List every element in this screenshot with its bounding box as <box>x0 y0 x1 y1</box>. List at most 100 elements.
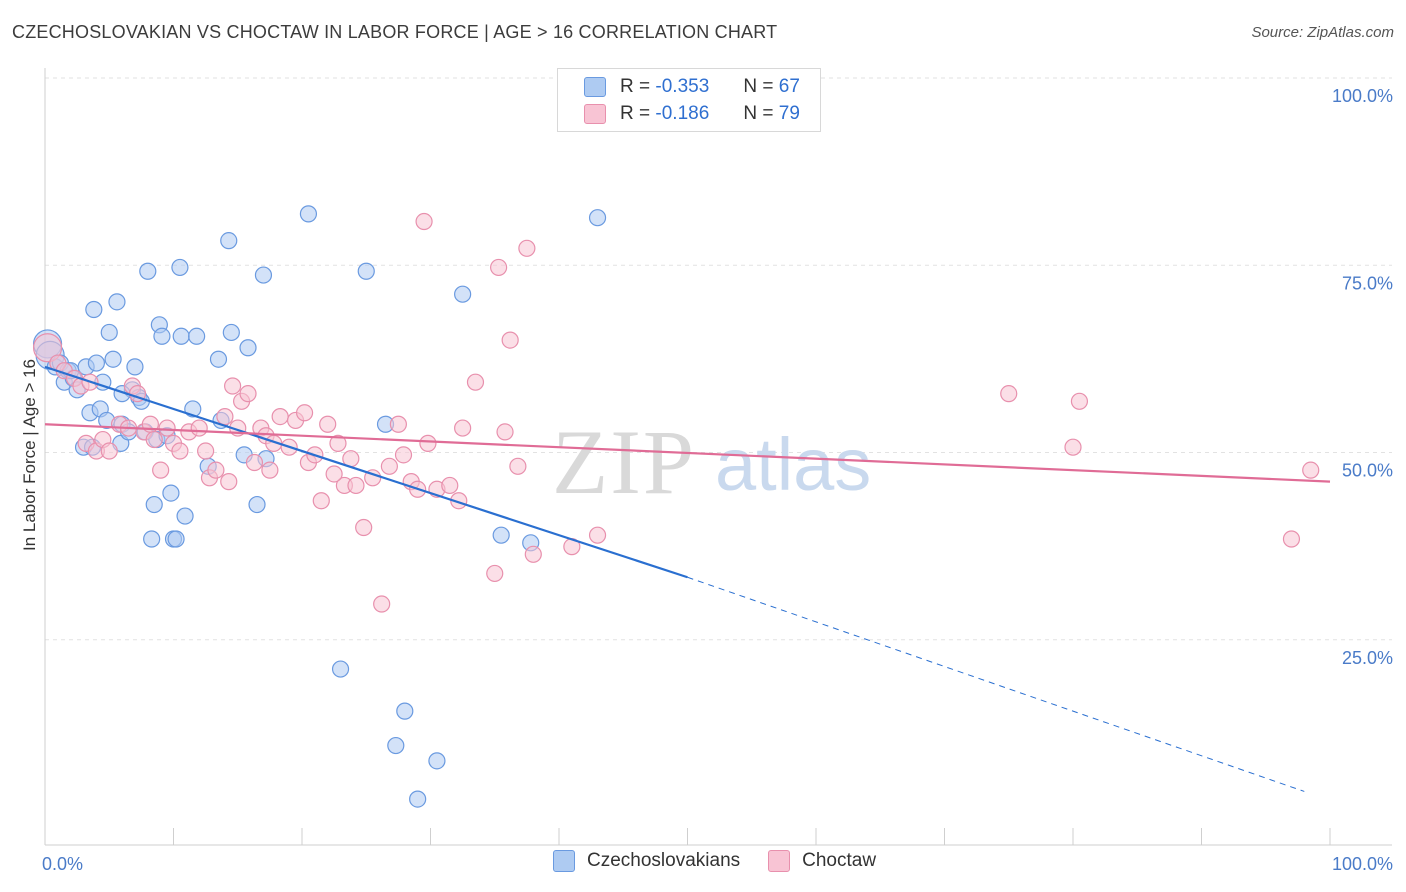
choctaw-point <box>32 333 63 363</box>
y-tick-label: 25.0% <box>1342 648 1393 668</box>
choctaw-point <box>271 408 289 426</box>
legend-r-value: -0.186 <box>655 103 710 124</box>
choctaw-point <box>466 373 485 391</box>
choctaw-point <box>415 212 433 231</box>
czechoslovakian-point <box>100 323 118 342</box>
legend-label: Choctaw <box>802 850 877 871</box>
czechoslovakian-point <box>139 262 157 280</box>
legend-swatch-pink <box>584 104 606 124</box>
legend-r-value: -0.353 <box>655 76 710 97</box>
choctaw-point <box>347 476 365 495</box>
choctaw-point <box>329 434 347 452</box>
grid-lines <box>45 77 1392 641</box>
legend-n-label: N = <box>743 103 774 124</box>
choctaw-point <box>197 442 215 460</box>
legend-r-label: R = <box>620 103 651 124</box>
czechoslovakian-point <box>162 484 180 502</box>
y-tick-label: 50.0% <box>1342 461 1393 481</box>
watermark-atlas: atlas <box>715 423 871 506</box>
x-tick-label: 100.0% <box>1332 854 1393 874</box>
czechoslovakian-point <box>222 323 240 342</box>
czechoslovakian-point <box>492 526 510 544</box>
choctaw-point <box>261 461 279 479</box>
czechoslovakian-point <box>104 350 122 368</box>
choctaw-point <box>486 564 504 583</box>
choctaw-point <box>100 442 118 460</box>
legend-item-choctaw[interactable]: Choctaw <box>768 850 876 872</box>
czechoslovakian-point <box>167 530 185 548</box>
choctaw-point <box>441 476 459 495</box>
choctaw-point <box>1070 392 1089 410</box>
choctaw-point <box>319 415 337 433</box>
choctaw-point <box>1282 530 1301 548</box>
czechoslovakian-point <box>409 790 427 808</box>
choctaw-point <box>355 518 373 537</box>
czechoslovakian-trend-line <box>44 365 688 579</box>
czechoslovakian-point <box>239 339 257 357</box>
source-label: Source: ZipAtlas.com <box>1251 24 1394 41</box>
choctaw-point <box>389 415 407 433</box>
choctaw-point <box>1064 438 1082 456</box>
choctaw-point <box>454 419 472 437</box>
choctaw-point <box>496 423 514 441</box>
czechoslovakian-point <box>428 752 446 770</box>
legend-n-value: 67 <box>778 76 800 97</box>
czechoslovakian-point <box>188 327 206 345</box>
choctaw-point <box>380 457 398 475</box>
choctaw-point <box>220 473 238 491</box>
choctaw-point <box>518 239 536 257</box>
axes <box>44 68 1392 846</box>
choctaw-point <box>295 404 314 422</box>
legend-label: Czechoslovakians <box>587 850 741 871</box>
tick-labels: 25.0% 50.0% 75.0% 100.0% 0.0% 100.0% <box>42 86 1393 874</box>
czechoslovakian-point <box>396 702 414 720</box>
choctaw-point <box>588 526 607 544</box>
choctaw-point <box>158 419 176 437</box>
czechoslovakian-point <box>143 530 161 548</box>
y-tick-label: 100.0% <box>1332 86 1393 106</box>
choctaw-point <box>216 408 234 426</box>
czechoslovakian-point <box>299 205 318 223</box>
czechoslovakian-point <box>357 262 375 280</box>
czechoslovakian-point <box>172 327 190 345</box>
czechoslovakian-point <box>108 293 126 311</box>
trend-lines <box>44 365 1331 792</box>
legend-n-value: 79 <box>778 103 800 124</box>
x-tick-label: 0.0% <box>42 854 83 874</box>
choctaw-point <box>312 492 330 510</box>
choctaw-point <box>207 461 225 479</box>
legend-swatch-pink <box>768 850 791 872</box>
choctaw-point <box>419 434 437 452</box>
choctaw-point <box>509 457 527 475</box>
czechoslovakian-point <box>454 285 472 303</box>
watermark-zip: ZIP <box>552 411 696 513</box>
y-axis-label: In Labor Force | Age > 16 <box>20 359 39 551</box>
y-tick-label: 75.0% <box>1342 273 1393 293</box>
choctaw-point <box>190 419 208 437</box>
watermark: ZIP atlas <box>552 411 871 513</box>
choctaw-point <box>145 430 163 449</box>
czechoslovakian-point <box>171 258 189 277</box>
legend-item-czechoslovakians[interactable]: Czechoslovakians <box>553 850 740 872</box>
czechoslovakian-point <box>248 495 266 514</box>
czechoslovakian-point <box>145 495 163 514</box>
choctaw-point <box>245 453 264 472</box>
czechoslovakian-point <box>254 266 273 284</box>
choctaw-point <box>501 331 519 349</box>
czechoslovakian-point <box>331 660 350 678</box>
czechoslovakian-point <box>87 354 106 372</box>
series-legend: Czechoslovakians Choctaw <box>553 850 904 872</box>
czechoslovakian-point <box>387 736 405 755</box>
legend-swatch-blue <box>553 850 575 872</box>
data-points <box>32 205 1320 808</box>
legend-r-label: R = <box>620 76 651 97</box>
choctaw-point <box>1302 461 1320 479</box>
legend-n-label: N = <box>743 76 774 97</box>
choctaw-point <box>490 258 508 277</box>
legend-swatch-blue <box>584 77 606 97</box>
czechoslovakian-point <box>220 232 238 250</box>
choctaw-point <box>394 446 413 464</box>
czechoslovakian-point <box>209 350 228 368</box>
czechoslovakian-point <box>588 209 607 227</box>
choctaw-trend-line <box>44 423 1331 483</box>
